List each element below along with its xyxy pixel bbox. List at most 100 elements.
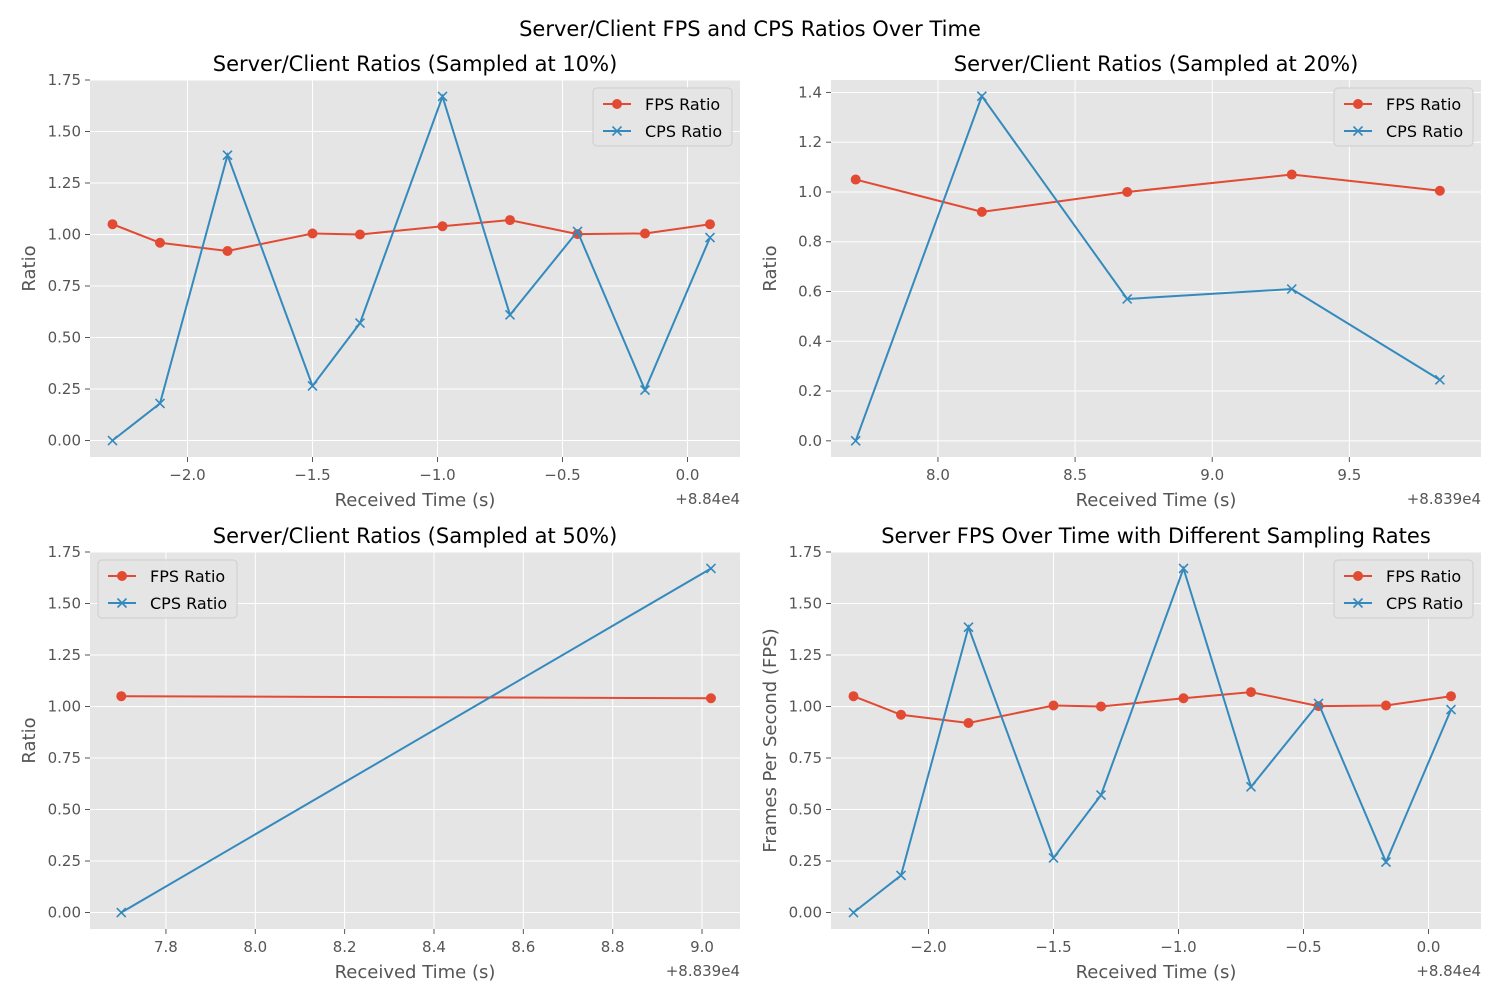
data-point-cps	[848, 907, 859, 918]
x-tick-label: 8.6	[511, 938, 535, 956]
data-point-fps	[850, 174, 861, 185]
x-tick-label: −1.0	[419, 466, 455, 484]
data-point-cps	[850, 435, 861, 446]
data-point-fps	[116, 691, 127, 702]
legend-marker	[116, 597, 128, 609]
series-line-cps	[111, 93, 711, 442]
x-tick-label: 0.0	[1417, 938, 1441, 956]
y-tick-label: 0.00	[48, 904, 81, 922]
data-point-fps	[222, 245, 233, 256]
subplot-3: 7.8 8.0 8.2 8.4 8.6 8.8 9.0 0.00 0.25 0.50 0.75 1.0…	[19, 524, 740, 983]
series-line-fps	[112, 219, 711, 253]
x-axis-label: Received Time (s)	[335, 962, 496, 983]
y-tick-label: 0.00	[789, 904, 822, 922]
y-tick-label: 0.75	[48, 277, 81, 295]
y-tick-label: 0.25	[789, 852, 822, 870]
data-point-cps	[504, 309, 516, 320]
data-point-cps	[976, 91, 987, 102]
legend-marker	[611, 125, 623, 137]
x-axis-label: Received Time (s)	[1076, 962, 1237, 983]
x-tick-label: −1.5	[294, 466, 330, 484]
data-point-cps	[1313, 698, 1324, 709]
y-tick-label: 0.00	[48, 432, 81, 450]
data-point-fps	[155, 237, 165, 248]
x-axis-label: Received Time (s)	[1076, 490, 1237, 511]
data-point-fps	[1446, 691, 1456, 702]
data-point-cps	[895, 870, 907, 881]
y-tick-label: 1.75	[48, 71, 81, 89]
y-tick-label: 1.0	[798, 183, 822, 201]
legend: FPS Ratio CPS Ratio	[97, 559, 238, 619]
y-tick-label: 1.50	[48, 123, 81, 141]
y-tick-label: 0.50	[48, 801, 81, 819]
y-axis-label: Ratio	[19, 717, 40, 763]
x-tick-label: −0.5	[1285, 938, 1321, 956]
x-tick-label: −1.0	[1160, 938, 1196, 956]
x-tick-label: −1.5	[1035, 938, 1071, 956]
legend: FPS Ratio CPS Ratio	[1333, 559, 1474, 619]
subplot-title: Server/Client Ratios (Sampled at 50%)	[213, 524, 618, 548]
data-point-fps	[963, 717, 974, 728]
data-point-cps	[704, 232, 716, 243]
y-tick-label: 1.25	[789, 646, 822, 664]
y-tick-label: 0.50	[789, 801, 822, 819]
series-line-cps	[120, 567, 712, 914]
data-point-cps	[639, 384, 651, 396]
y-tick-label: 0.4	[798, 332, 822, 350]
data-point-fps	[437, 221, 448, 232]
data-point-cps	[1445, 704, 1457, 715]
x-tick-label: 0.0	[676, 466, 700, 484]
data-point-fps	[107, 219, 118, 230]
y-tick-label: 0.6	[798, 283, 822, 301]
y-axis-label: Ratio	[19, 245, 40, 291]
data-point-fps	[705, 693, 716, 704]
data-point-cps	[963, 622, 974, 633]
legend-marker	[117, 571, 127, 581]
legend-marker	[612, 99, 622, 109]
y-axis-label: Ratio	[760, 245, 781, 291]
data-point-cps	[1178, 563, 1189, 574]
series-line-fps	[853, 691, 1452, 725]
subplot-title: Server/Client Ratios (Sampled at 20%)	[954, 52, 1359, 76]
legend-marker	[1353, 99, 1363, 109]
y-tick-label: 1.00	[48, 698, 81, 716]
subplot-4: −2.0 −1.5 −1.0 −0.5 0.0 0.00 0.25 0.50 0.75 1.00 1…	[760, 524, 1481, 983]
y-tick-label: 1.75	[48, 543, 81, 561]
legend-marker	[1353, 571, 1363, 581]
legend-label: CPS Ratio	[1386, 594, 1463, 613]
data-point-cps	[1286, 283, 1297, 295]
x-offset-label: +8.84e4	[675, 490, 740, 508]
data-point-fps	[1048, 700, 1059, 711]
y-tick-label: 0.0	[798, 432, 822, 450]
x-tick-label: 7.8	[154, 938, 178, 956]
data-point-fps	[1434, 185, 1445, 196]
data-point-fps	[1381, 700, 1391, 711]
y-axis-label: Frames Per Second (FPS)	[760, 628, 781, 852]
data-point-fps	[505, 215, 515, 226]
data-point-cps	[1434, 374, 1445, 385]
data-point-cps	[572, 226, 583, 237]
y-tick-label: 1.75	[789, 543, 822, 561]
data-point-cps	[307, 380, 318, 391]
y-tick-label: 1.2	[798, 133, 822, 151]
x-axis-label: Received Time (s)	[335, 490, 496, 511]
series-line-fps	[121, 695, 711, 700]
legend-label: FPS Ratio	[150, 567, 225, 586]
data-point-fps	[976, 206, 987, 217]
y-tick-label: 1.4	[798, 83, 822, 101]
subplot-title: Server/Client Ratios (Sampled at 10%)	[213, 52, 618, 76]
x-offset-label: +8.84e4	[1416, 962, 1481, 980]
data-point-fps	[1122, 186, 1133, 197]
data-point-cps	[354, 318, 366, 329]
x-tick-label: 8.0	[243, 938, 267, 956]
subplot-2: 8.0 8.5 9.0 9.5 0.0 0.2 0.4 0.6 0.8 1.0 1.2 1.4 +8.8…	[760, 52, 1481, 511]
y-tick-label: 1.25	[48, 174, 81, 192]
legend-label: CPS Ratio	[645, 122, 722, 141]
y-tick-label: 1.25	[48, 646, 81, 664]
y-tick-label: 0.2	[798, 382, 822, 400]
data-point-fps	[640, 228, 650, 239]
data-point-fps	[1246, 687, 1256, 698]
y-tick-label: 0.25	[48, 380, 81, 398]
